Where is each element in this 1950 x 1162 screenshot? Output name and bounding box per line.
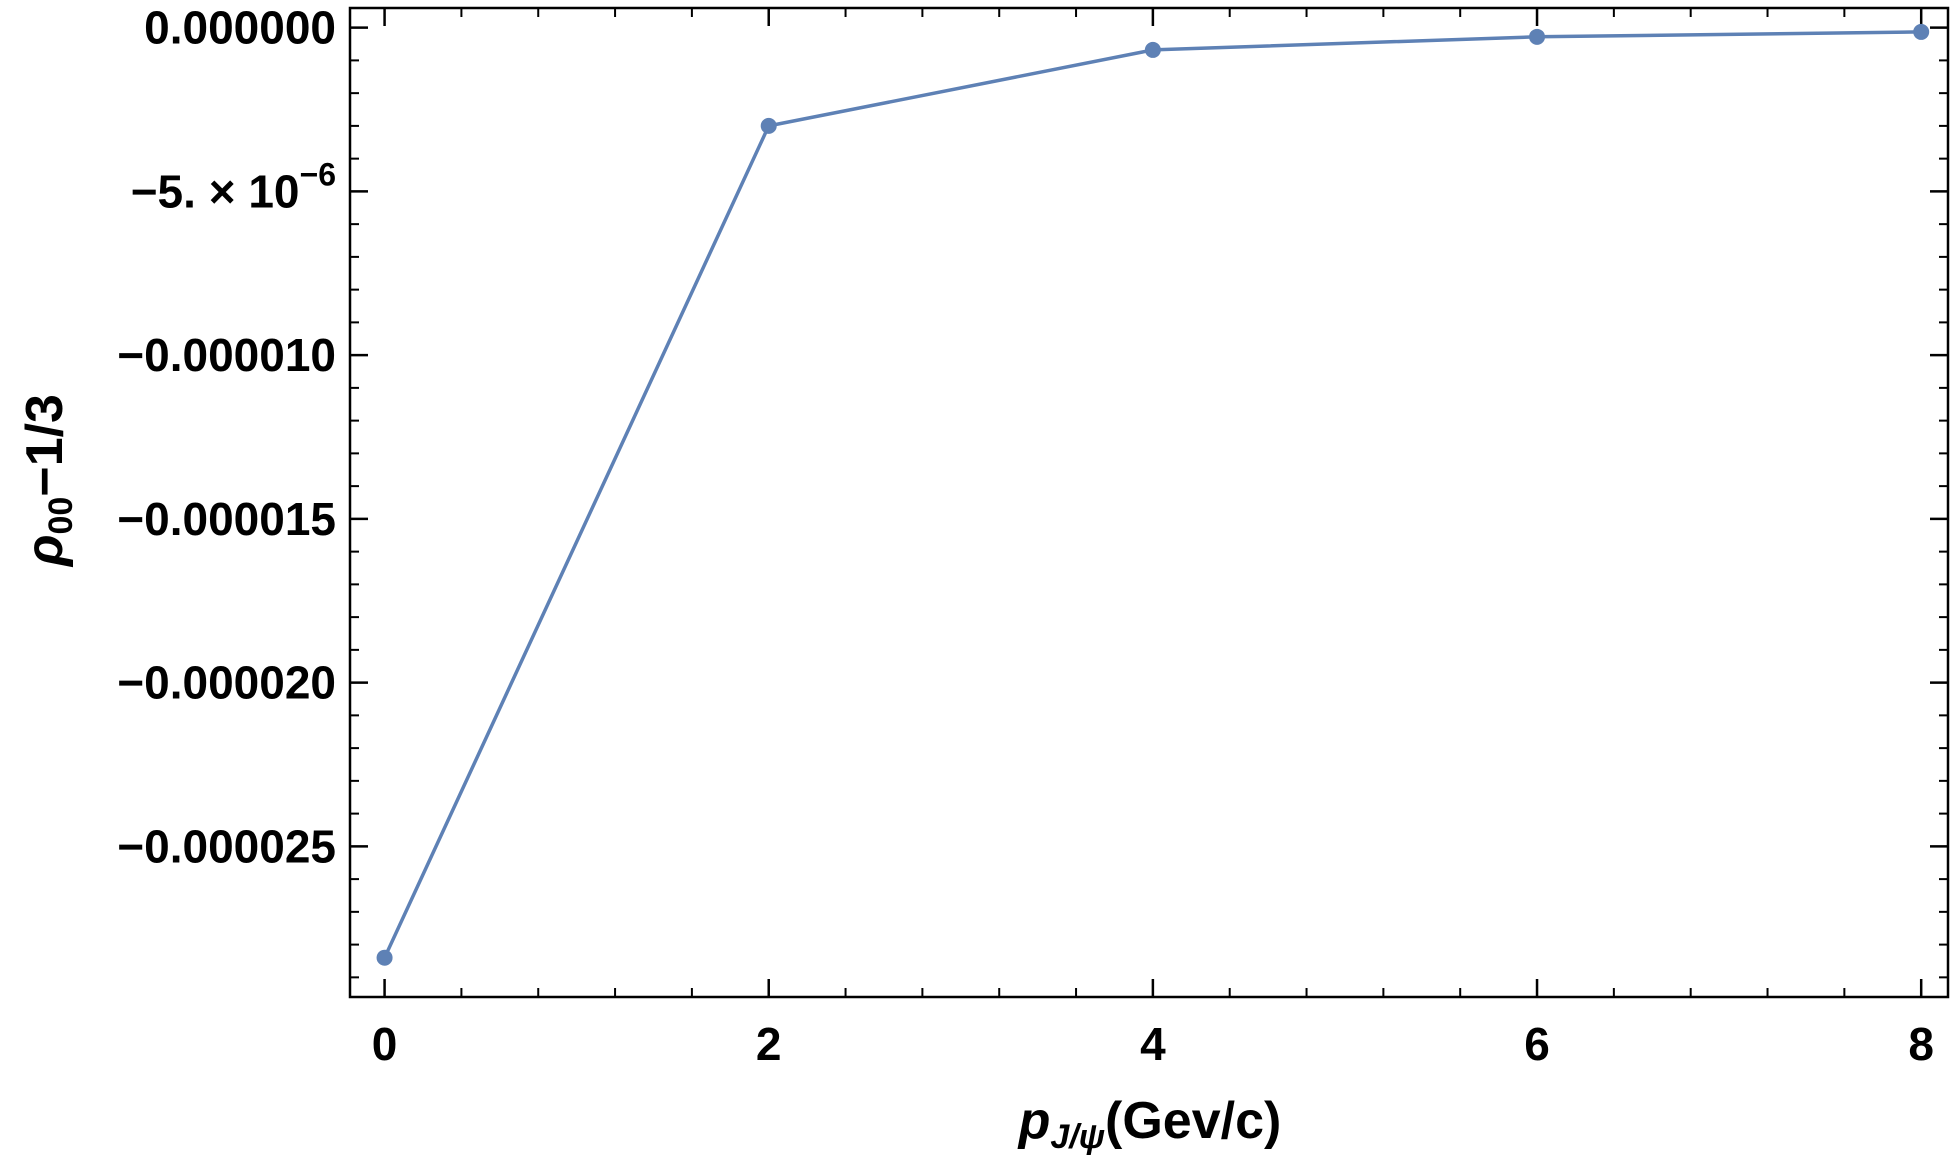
x-axis-label: pJ/ψ(Gev/c) [1017, 1092, 1282, 1156]
plot-frame [348, 6, 1950, 999]
data-point [376, 949, 393, 966]
axis-ticks [350, 8, 1948, 997]
y-axis-label-suffix: −1/3 [16, 394, 74, 497]
x-tick-label: 2 [756, 1018, 782, 1070]
y-tick-labels: 0.000000 −5. × 10−6 −0.000010 −0.000015 −0.0… [117, 2, 336, 873]
data-point [1144, 41, 1161, 58]
y-axis-label-main: ρ [16, 535, 74, 568]
y-tick-label: −5. × 10−6 [131, 156, 336, 217]
y-tick-label: −0.000010 [117, 329, 336, 381]
y-tick-label: −0.000015 [117, 493, 336, 545]
y-axis-label: ρ00−1/3 [16, 394, 80, 568]
data-point [1529, 28, 1546, 45]
x-tick-label: 4 [1140, 1018, 1166, 1070]
x-tick-labels: 0 2 4 6 8 [372, 1018, 1934, 1070]
y-tick-label: −0.000025 [117, 820, 336, 872]
y-tick-label: −0.000020 [117, 657, 336, 709]
x-axis-label-suffix: (Gev/c) [1105, 1092, 1281, 1150]
x-axis-label-subscript: J/ψ [1050, 1118, 1105, 1156]
x-tick-label: 6 [1524, 1018, 1550, 1070]
data-point [1913, 23, 1930, 40]
x-tick-label: 0 [372, 1018, 398, 1070]
x-axis-label-main: p [1017, 1092, 1051, 1150]
y-axis-label-subscript: 00 [42, 497, 80, 535]
series-layer [376, 23, 1930, 966]
y-tick-label: 0.000000 [144, 2, 336, 54]
x-tick-label: 8 [1908, 1018, 1934, 1070]
data-point [760, 117, 777, 134]
